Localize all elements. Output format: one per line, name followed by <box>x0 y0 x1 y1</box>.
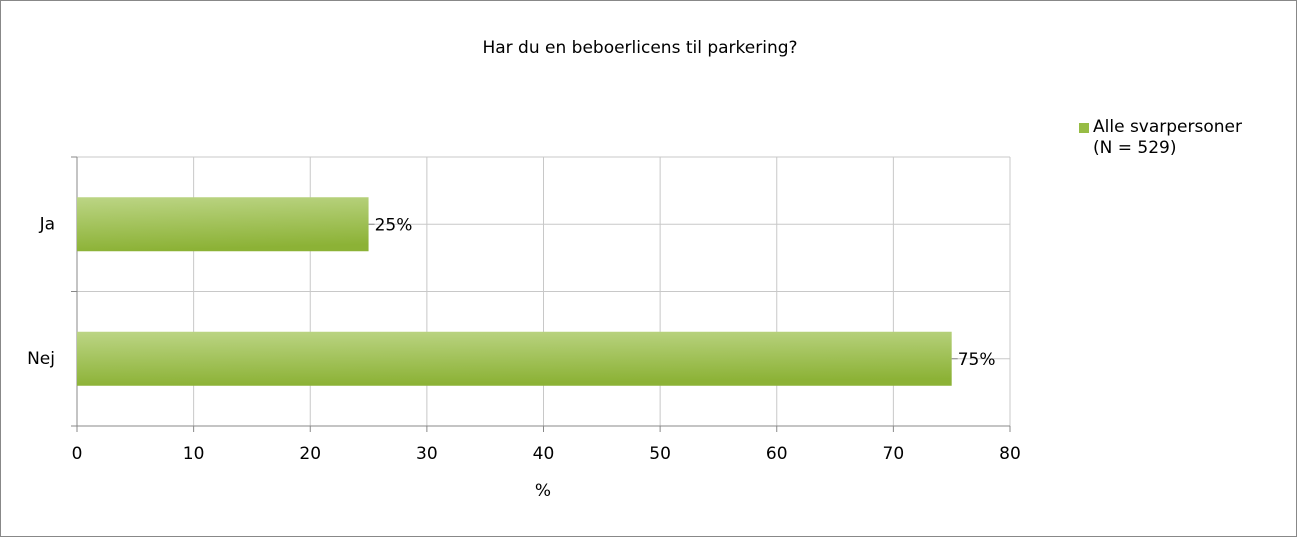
x-tick-label: 0 <box>72 444 83 464</box>
x-axis-label: % <box>535 481 551 501</box>
data-label: 75% <box>958 350 996 370</box>
bar <box>77 331 952 386</box>
y-tick-label: Nej <box>27 349 55 369</box>
x-tick-label: 80 <box>999 444 1021 464</box>
y-tick-label: Ja <box>39 214 55 234</box>
x-tick-label: 40 <box>533 444 555 464</box>
x-tick-label: 30 <box>416 444 438 464</box>
data-label: 25% <box>375 215 413 235</box>
legend-label: Alle svarpersoner (N = 529) <box>1093 117 1242 158</box>
legend-swatch <box>1079 123 1089 133</box>
legend: Alle svarpersoner (N = 529) <box>1079 117 1254 159</box>
bar <box>77 197 369 252</box>
x-tick-label: 10 <box>183 444 205 464</box>
x-tick-label: 60 <box>766 444 788 464</box>
chart-title: Har du en beboerlicens til parkering? <box>482 38 797 58</box>
x-tick-label: 70 <box>883 444 905 464</box>
x-tick-label: 50 <box>649 444 671 464</box>
x-tick-label: 20 <box>299 444 321 464</box>
